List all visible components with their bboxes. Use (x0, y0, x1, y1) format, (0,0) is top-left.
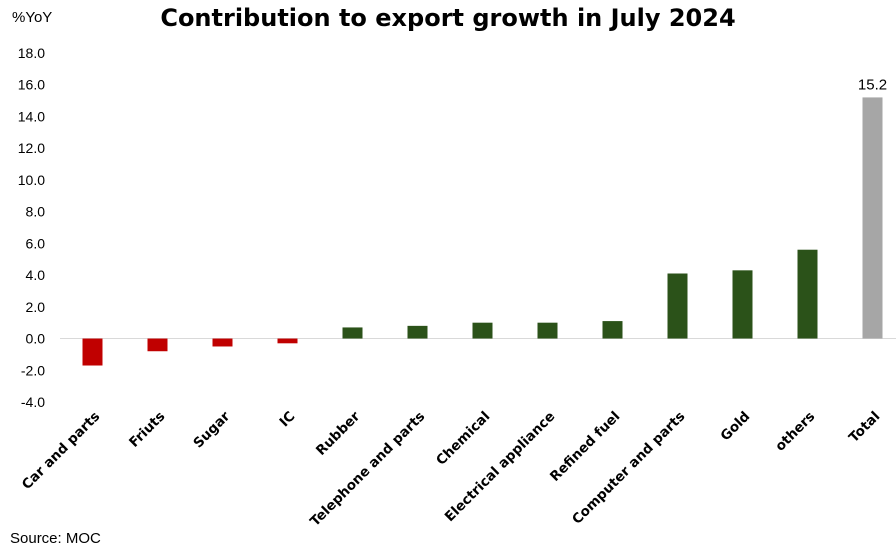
y-tick-label: 2.0 (26, 299, 46, 315)
x-tick-label: IC (276, 408, 298, 430)
x-tick-label: Chemical (433, 409, 493, 469)
y-tick-label: 0.0 (26, 331, 46, 347)
y-tick-label: 12.0 (18, 140, 45, 156)
y-tick-label: 6.0 (26, 235, 46, 251)
bar-gold (732, 270, 753, 339)
source-note: Source: MOC (10, 530, 101, 547)
bar-car-and-parts (82, 338, 103, 366)
chart-title: Contribution to export growth in July 20… (160, 4, 736, 32)
bar-sugar (212, 338, 233, 347)
x-tick-label: Electrical appliance (442, 409, 559, 526)
x-tick-label: Gold (718, 409, 754, 445)
y-tick-label: 18.0 (18, 45, 45, 61)
x-tick-label: Telephone and parts (307, 409, 428, 530)
x-tick-label: Sugar (190, 408, 233, 451)
bar-refined-fuel (602, 321, 623, 339)
bar-rubber (342, 327, 363, 339)
x-tick-label: Rubber (313, 408, 364, 459)
y-tick-label: 10.0 (18, 172, 45, 188)
x-tick-label: Car and parts (19, 409, 103, 493)
bar-telephone-and-parts (407, 325, 428, 339)
x-tick-label: others (772, 409, 818, 455)
bar-electrical-appliance (537, 322, 558, 339)
bar-total (862, 97, 883, 339)
y-tick-label: 8.0 (26, 204, 46, 220)
y-tick-label: -4.0 (21, 394, 45, 410)
y-tick-label: -2.0 (21, 362, 45, 378)
x-tick-label: Total (846, 409, 883, 446)
y-tick-label: 14.0 (18, 108, 45, 124)
x-tick-label: Computer and parts (569, 409, 688, 528)
x-tick-label: Friuts (126, 409, 168, 451)
bar-chemical (472, 322, 493, 339)
data-label: 15.2 (858, 76, 887, 93)
bar-others (797, 249, 818, 339)
y-tick-label: 4.0 (26, 267, 46, 283)
y-axis-unit: %YoY (12, 9, 53, 26)
bar-friuts (147, 338, 168, 352)
y-tick-label: 16.0 (18, 77, 45, 93)
bar-computer-and-parts (667, 273, 688, 339)
bar-ic (277, 338, 298, 344)
